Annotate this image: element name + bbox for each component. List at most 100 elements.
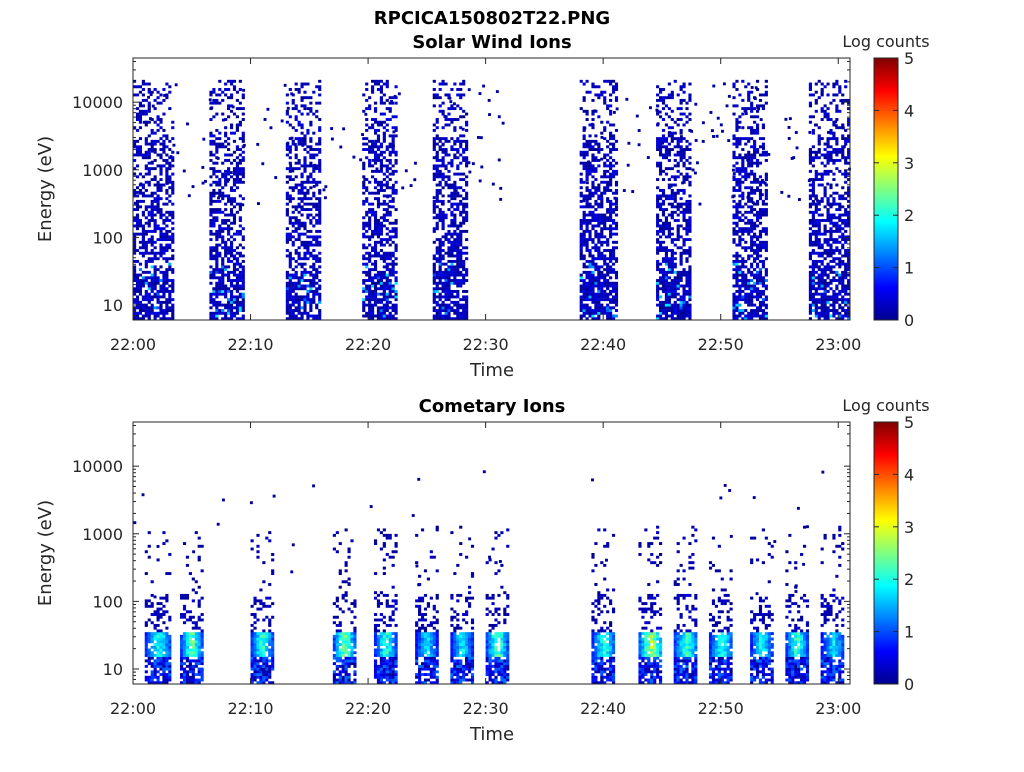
heatmap-cell [582,257,586,261]
heatmap-cell [838,240,842,244]
heatmap-cell [379,180,383,184]
heatmap-cell [453,238,457,242]
heatmap-cell [365,314,369,318]
heatmap-cell [685,257,689,261]
heatmap-cell [232,197,237,201]
heatmap-cell [241,150,245,154]
heatmap-cell [385,281,389,285]
heatmap-cell [844,238,848,242]
heatmap-cell [744,210,748,214]
heatmap-cell [394,134,398,138]
heatmap-cell [144,279,148,282]
heatmap-cell [579,191,583,195]
heatmap-cell [591,167,595,171]
heatmap-cell [432,279,436,282]
heatmap-cell [829,254,833,258]
heatmap-cell [688,210,692,214]
heatmap-cell [811,219,815,222]
heatmap-cell [682,98,686,102]
heatmap-cell [441,306,445,310]
heatmap-cell [673,287,677,291]
heatmap-cell [603,279,607,282]
heatmap-cell [755,199,760,203]
heatmap-cell [144,232,148,236]
heatmap-cell [376,229,381,233]
heatmap-cell [661,229,666,233]
heatmap-cell [388,235,392,239]
heatmap-cell [232,254,237,258]
heatmap-cell [135,300,140,304]
heatmap-cell [685,167,689,171]
heatmap-cell [362,227,366,231]
heatmap-cell [688,128,692,132]
heatmap-cell [450,202,454,206]
heatmap-cell [753,161,757,165]
heatmap-cell [829,221,833,225]
heatmap-cell [135,164,140,168]
heatmap-cell [218,194,222,198]
heatmap-cell [823,205,827,209]
heatmap-cell [585,243,589,247]
heatmap-cell [435,126,439,130]
heatmap-cell [750,300,754,304]
heatmap-cell [661,137,666,141]
heatmap-cell [297,88,301,91]
heatmap-cell [591,213,595,217]
heatmap-cell [826,219,830,222]
heatmap-cell [309,309,313,313]
heatmap-cell [306,240,310,244]
heatmap-cell [459,142,463,146]
heatmap-cell [168,235,172,239]
heatmap-cell [676,93,680,97]
heatmap-cell [673,317,677,321]
heatmap-cell [218,276,222,280]
heatmap-cell [844,197,848,201]
heatmap-cell [159,229,163,233]
heatmap-cell [732,311,736,315]
heatmap-cell [153,142,157,146]
heatmap-cell [371,169,375,173]
heatmap-cell [603,295,607,299]
heatmap-cell [133,292,137,296]
heatmap-cell [585,194,589,198]
heatmap-cell [609,216,613,220]
heatmap-cell [661,107,666,111]
heatmap-cell [232,88,237,91]
heatmap-cell [309,287,313,291]
heatmap-cell [670,309,674,313]
heatmap-cell [162,142,166,146]
heatmap-cell [303,221,307,225]
heatmap-cell [156,199,160,203]
heatmap-cell [811,284,815,288]
heatmap-cell [385,167,389,171]
heatmap-cell [755,276,760,280]
heatmap-cell [459,281,463,285]
heatmap-cell [438,199,442,203]
heatmap-cell [365,270,369,274]
heatmap-cell [591,126,595,130]
heatmap-cell [764,194,768,198]
heatmap-cell [209,224,213,228]
heatmap-cell [288,287,292,291]
heatmap-cell [667,148,671,151]
heatmap-cell [365,148,369,151]
heatmap-cell [444,153,448,157]
heatmap-cell [297,167,301,171]
heatmap-cell [738,199,742,203]
heatmap-cell [808,243,812,247]
heatmap-cell [365,246,369,250]
heatmap-cell [755,88,760,91]
heatmap-cell [823,251,827,255]
heatmap-cell [679,145,683,149]
heatmap-cell [835,104,839,108]
heatmap-cell [221,289,225,293]
heatmap-cell [315,254,319,258]
heatmap-cell [218,169,222,173]
heatmap-cell [312,153,316,157]
heatmap-cell [171,238,175,242]
heatmap-cell [750,284,754,288]
heatmap-cell [303,186,307,190]
heatmap-cell [735,123,739,127]
heatmap-cell [667,235,671,239]
heatmap-cell [688,219,692,222]
